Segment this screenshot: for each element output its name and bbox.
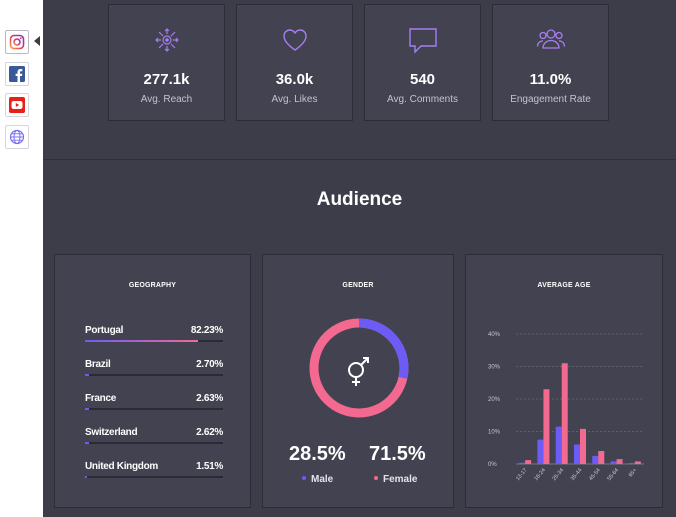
gender-title: GENDER [342,282,374,289]
geo-country: France [85,393,116,404]
female-dot [374,476,378,481]
age-bar-chart: 0% 10% 20% 30% 40% 13-17 18-24 25-34 35-44 45-54 5… [488,332,644,482]
y-tick-label: 0% [488,462,497,468]
male-ring [309,318,409,418]
gender-donut-chart [309,318,409,418]
x-tick-label: 45-54 [588,467,602,482]
bar-female-18-24 [543,389,550,464]
geo-bar-fill [85,408,89,410]
geo-country: Portugal [85,325,124,336]
y-tick-label: 30% [488,365,501,371]
active-indicator [34,36,40,46]
bar-female-65+ [634,461,641,464]
geo-bar-fill [85,374,89,376]
globe-icon [9,129,25,145]
bar-female-45-54 [598,451,605,464]
bar-female-13-17 [525,460,532,464]
y-tick-label: 10% [488,430,501,436]
age-panel: AVERAGE AGE 0% 10% 20% 30% 40% 13-17 18-24 25-3… [465,254,663,508]
geo-percent: 2.63% [196,393,223,404]
facebook-icon [9,66,25,82]
male-legend: Male [302,474,333,485]
reach-icon [154,28,179,52]
x-tick-label: 13-17 [515,467,529,482]
gender-symbol-icon [348,357,369,386]
main-content: 277.1k Avg. Reach 36.0k Avg. Likes 540 A… [43,0,676,517]
y-tick-label: 20% [488,397,501,403]
youtube-icon [9,97,25,113]
geo-bar-track [85,476,223,478]
geo-bar-fill [85,476,88,478]
x-tick-label: 18-24 [533,467,547,482]
stat-label: Avg. Likes [271,94,318,105]
geo-bar-track [85,340,223,342]
geo-percent: 1.51% [196,461,223,472]
bar-male-18-24 [537,439,544,464]
stat-value: 540 [409,71,436,88]
male-percent: 28.5% [289,443,346,465]
stat-card-comments: 540 Avg. Comments [364,4,481,121]
bar-male-45-54 [592,455,599,464]
y-tick-label: 40% [488,332,501,338]
geo-percent: 82.23% [190,325,223,336]
geo-bar-fill [85,442,89,444]
heart-icon [282,29,307,51]
instagram-icon [9,34,25,50]
geo-bar-track [85,442,223,444]
users-icon [536,29,565,49]
stat-value: 36.0k [275,71,314,88]
bar-male-55-64 [610,461,617,464]
stat-label: Avg. Reach [140,94,193,105]
geo-percent: 2.62% [196,427,223,438]
x-tick-label: 35-44 [570,467,584,482]
x-tick-label: 55-64 [606,467,620,482]
section-divider [43,159,676,160]
facebook-button[interactable] [5,62,29,86]
bar-female-25-34 [561,363,568,464]
bar-male-25-34 [555,426,562,464]
geography-title: GEOGRAPHY [128,282,177,289]
female-label: Female [383,474,418,485]
stat-label: Engagement Rate [510,94,591,105]
x-tick-label: 65+ [628,467,639,478]
bar-female-35-44 [580,428,586,464]
geo-country: Brazil [85,359,111,370]
stat-card-likes: 36.0k Avg. Likes [236,4,353,121]
female-percent: 71.5% [369,443,426,465]
comment-icon [408,28,437,54]
bar-male-65+ [628,463,635,464]
geo-bar-track [85,408,223,410]
x-tick-label: 25-34 [552,467,566,482]
stat-card-reach: 277.1k Avg. Reach [108,4,225,121]
geo-country: Switzerland [85,427,138,438]
website-button[interactable] [5,125,29,149]
geography-panel: GEOGRAPHY Portugal 82.23% Brazil 2.70% Franc… [54,254,251,508]
bar-male-13-17 [519,462,526,464]
geo-bar-fill [85,340,199,342]
social-sidebar [0,0,43,517]
stat-value: 277.1k [143,71,190,88]
age-title: AVERAGE AGE [537,282,591,289]
stat-value: 11.0% [529,71,572,88]
bar-male-35-44 [574,444,580,464]
instagram-button[interactable] [5,30,29,54]
youtube-button[interactable] [5,93,29,117]
stat-card-engagement: 11.0% Engagement Rate [492,4,609,121]
audience-title: Audience [316,189,403,210]
geo-bar-track [85,374,223,376]
stat-label: Avg. Comments [387,94,458,105]
bar-female-55-64 [616,459,623,464]
male-dot [302,476,306,481]
geo-percent: 2.70% [196,359,223,370]
geo-country: United Kingdom [85,461,159,472]
gender-panel: GENDER 28.5% 71.5% Male Female [262,254,454,508]
male-label: Male [311,474,334,485]
female-legend: Female [374,474,417,485]
